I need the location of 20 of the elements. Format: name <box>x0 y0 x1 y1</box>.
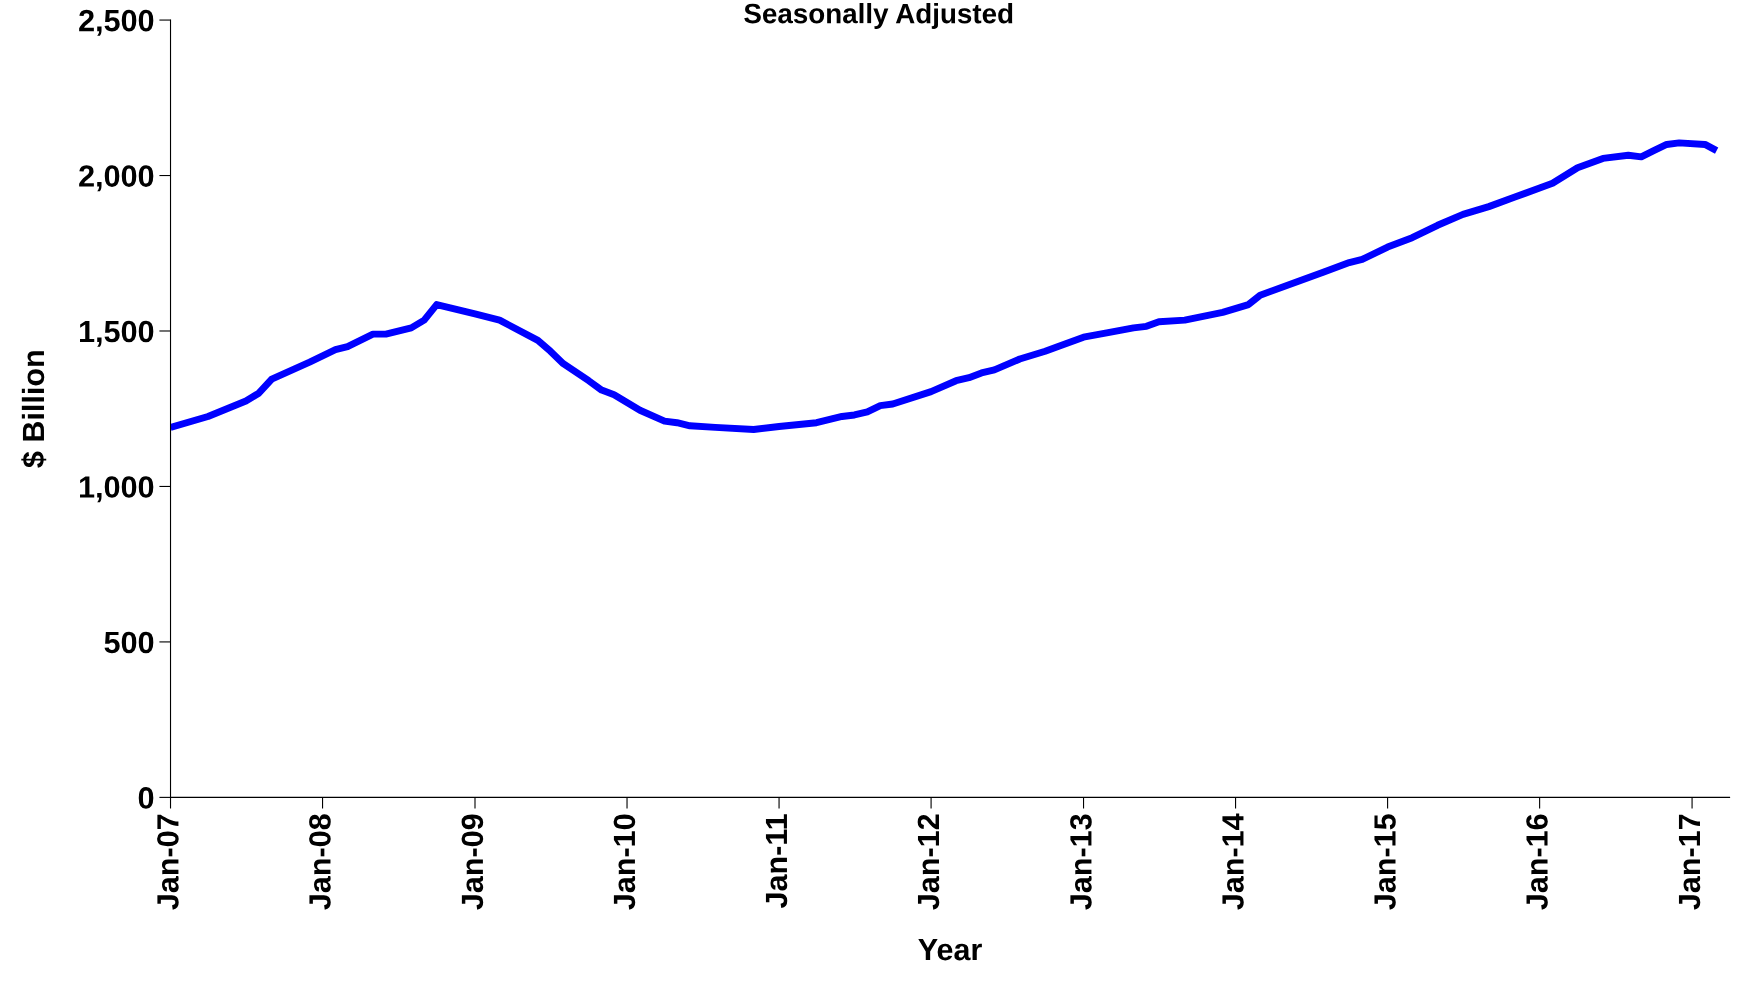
x-tick-label: Jan-10 <box>613 814 636 910</box>
x-tick-label: Jan-09 <box>461 814 484 910</box>
y-tick-label: 2,000 <box>79 165 154 192</box>
y-axis-title: $ Billion <box>21 351 47 468</box>
x-tick-label: Jan-08 <box>309 814 331 910</box>
y-tick-label: 500 <box>104 631 154 654</box>
y-tick-label: 1,500 <box>80 320 154 347</box>
x-tick-label: Jan-13 <box>1070 814 1092 910</box>
x-tick-label: Jan-15 <box>1374 814 1396 910</box>
x-tick-label: Jan-17 <box>1678 814 1701 910</box>
y-tick-label: 2,500 <box>79 9 154 36</box>
x-tick-label: Jan-14 <box>1222 813 1244 910</box>
chart-title: Seasonally Adjusted <box>744 3 1013 29</box>
x-tick-label: Jan-11 <box>765 814 788 909</box>
x-tick-label: Jan-12 <box>917 814 940 910</box>
y-tick-label: 1,000 <box>80 476 154 503</box>
x-tick-label: Jan-07 <box>157 814 179 910</box>
y-tick-label: 0 <box>138 787 154 809</box>
x-axis-title: Year <box>918 939 982 961</box>
x-tick-label: Jan-16 <box>1526 814 1548 910</box>
